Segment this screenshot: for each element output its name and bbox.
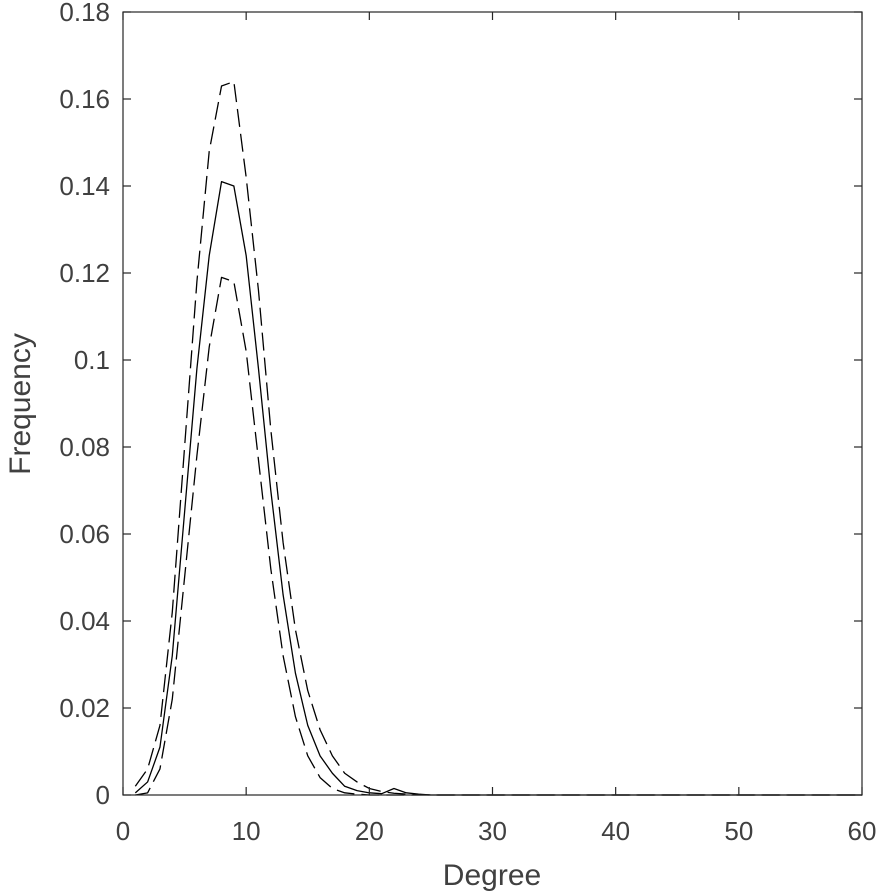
x-tick-label: 0 <box>116 816 130 846</box>
plot-area <box>123 12 862 795</box>
x-tick-label: 60 <box>848 816 877 846</box>
x-axis-label: Degree <box>443 859 541 892</box>
y-tick-label: 0.16 <box>59 84 110 114</box>
y-tick-label: 0.1 <box>74 345 110 375</box>
x-tick-label: 10 <box>232 816 261 846</box>
y-tick-label: 0.04 <box>59 606 110 636</box>
x-tick-label: 20 <box>355 816 384 846</box>
y-tick-label: 0.18 <box>59 0 110 27</box>
x-tick-label: 40 <box>601 816 630 846</box>
y-tick-label: 0.06 <box>59 519 110 549</box>
x-tick-label: 50 <box>724 816 753 846</box>
axes-box <box>122 11 863 796</box>
y-tick-label: 0.08 <box>59 432 110 462</box>
y-tick-label: 0.12 <box>59 258 110 288</box>
x-tick-label: 30 <box>478 816 507 846</box>
tick-layer: 0 10 20 30 40 50 60 0 0.02 0.04 0.06 0.08 0.1 0.12 0.1… <box>59 0 876 846</box>
y-tick-label: 0.02 <box>59 693 110 723</box>
y-axis-label: Frequency <box>4 333 37 475</box>
y-tick-label: 0 <box>96 780 110 810</box>
y-tick-label: 0.14 <box>59 171 110 201</box>
